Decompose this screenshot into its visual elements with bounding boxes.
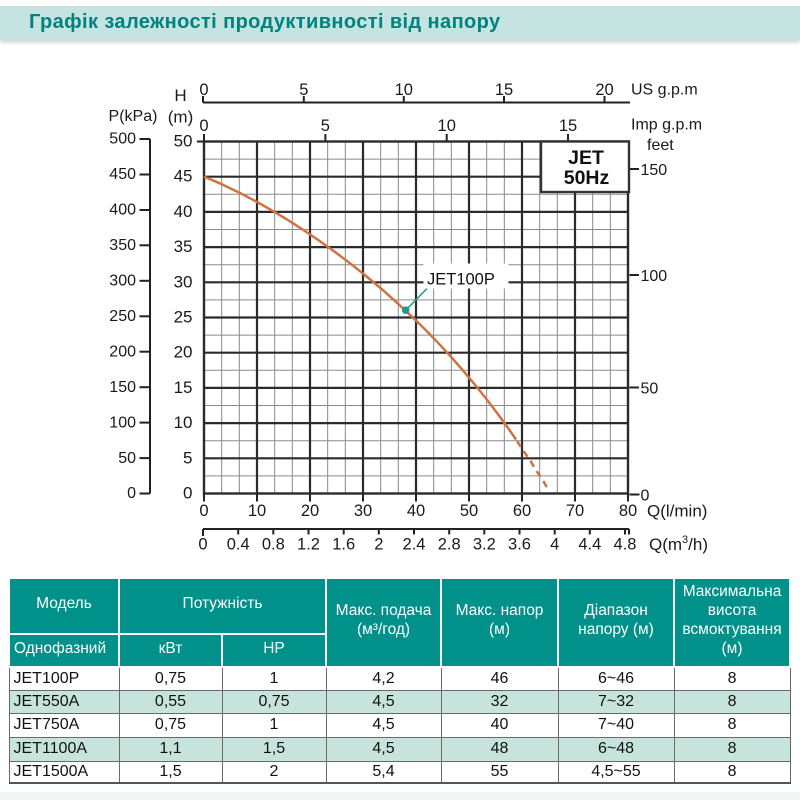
- svg-text:350: 350: [109, 237, 136, 254]
- svg-text:0: 0: [199, 502, 208, 520]
- svg-text:10: 10: [438, 117, 456, 135]
- svg-text:300: 300: [109, 273, 136, 290]
- svg-text:10: 10: [395, 81, 413, 99]
- svg-text:1.6: 1.6: [332, 536, 355, 554]
- svg-text:250: 250: [109, 308, 136, 325]
- svg-text:10: 10: [248, 502, 266, 520]
- svg-text:5: 5: [321, 117, 330, 135]
- svg-text:3.6: 3.6: [508, 536, 531, 554]
- svg-text:3.2: 3.2: [473, 536, 496, 554]
- svg-text:25: 25: [174, 308, 193, 327]
- svg-text:0.8: 0.8: [262, 536, 285, 554]
- svg-text:JET: JET: [568, 147, 604, 169]
- svg-text:4: 4: [550, 536, 559, 554]
- svg-text:60: 60: [513, 502, 531, 520]
- svg-text:Imp g.p.m: Imp g.p.m: [631, 117, 702, 134]
- svg-text:5: 5: [183, 448, 192, 467]
- svg-text:35: 35: [174, 237, 193, 256]
- svg-text:10: 10: [174, 413, 193, 432]
- svg-text:50: 50: [460, 502, 478, 520]
- svg-text:(m): (m): [168, 108, 193, 127]
- svg-text:50Hz: 50Hz: [564, 167, 610, 189]
- svg-text:0: 0: [183, 484, 192, 503]
- svg-text:50: 50: [641, 381, 659, 398]
- svg-text:2.4: 2.4: [403, 536, 426, 554]
- svg-text:15: 15: [559, 117, 577, 135]
- svg-text:1.2: 1.2: [297, 536, 320, 554]
- svg-text:70: 70: [566, 502, 584, 520]
- svg-text:20: 20: [595, 81, 613, 99]
- svg-text:Q(l/min): Q(l/min): [647, 502, 707, 521]
- svg-text:100: 100: [109, 414, 136, 431]
- svg-text:0: 0: [127, 485, 136, 502]
- svg-text:5: 5: [299, 81, 308, 99]
- svg-text:0: 0: [199, 117, 208, 135]
- svg-text:150: 150: [641, 162, 668, 179]
- svg-text:feet: feet: [647, 137, 674, 154]
- svg-text:200: 200: [109, 343, 136, 360]
- svg-text:450: 450: [109, 166, 136, 183]
- svg-text:15: 15: [495, 81, 513, 99]
- svg-text:80: 80: [619, 502, 637, 520]
- svg-text:500: 500: [109, 131, 136, 148]
- svg-text:P(kPa): P(kPa): [109, 108, 158, 125]
- svg-text:100: 100: [641, 268, 668, 285]
- svg-text:2.8: 2.8: [438, 536, 461, 554]
- svg-text:JET100P: JET100P: [427, 271, 495, 289]
- svg-text:50: 50: [118, 450, 136, 467]
- svg-text:50: 50: [174, 132, 193, 151]
- svg-text:4.8: 4.8: [614, 536, 637, 554]
- svg-text:US g.p.m: US g.p.m: [631, 82, 698, 99]
- svg-text:20: 20: [301, 502, 319, 520]
- svg-text:150: 150: [109, 379, 136, 396]
- svg-text:40: 40: [407, 502, 425, 520]
- svg-text:45: 45: [174, 167, 193, 186]
- svg-text:0: 0: [198, 536, 207, 554]
- svg-text:4.4: 4.4: [578, 536, 601, 554]
- svg-text:30: 30: [174, 272, 193, 291]
- svg-text:Q(m3/h): Q(m3/h): [649, 534, 708, 554]
- svg-text:2: 2: [374, 536, 383, 554]
- svg-text:400: 400: [109, 202, 136, 219]
- svg-text:15: 15: [174, 378, 193, 397]
- svg-text:40: 40: [174, 202, 193, 221]
- svg-text:0: 0: [199, 81, 208, 99]
- svg-text:30: 30: [354, 502, 372, 520]
- svg-text:0: 0: [641, 488, 650, 505]
- svg-text:20: 20: [174, 343, 193, 362]
- svg-text:0.4: 0.4: [227, 536, 250, 554]
- svg-text:H: H: [174, 86, 186, 105]
